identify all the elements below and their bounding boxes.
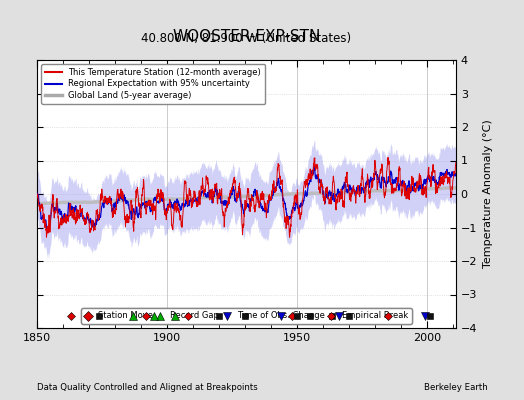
Legend: Station Move, Record Gap, Time of Obs. Change, Empirical Break: Station Move, Record Gap, Time of Obs. C… [81,308,411,324]
Text: 40.800 N, 81.900 W (United States): 40.800 N, 81.900 W (United States) [141,32,352,45]
Title: WOOSTER-EXP-STN: WOOSTER-EXP-STN [172,28,321,44]
Text: Berkeley Earth: Berkeley Earth [423,383,487,392]
Text: Data Quality Controlled and Aligned at Breakpoints: Data Quality Controlled and Aligned at B… [37,383,257,392]
Y-axis label: Temperature Anomaly (°C): Temperature Anomaly (°C) [483,120,493,268]
